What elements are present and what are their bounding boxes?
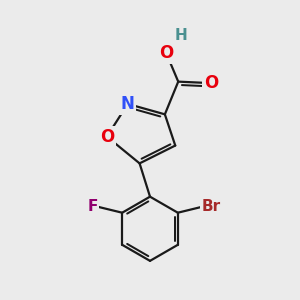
Text: N: N xyxy=(121,95,135,113)
Text: O: O xyxy=(204,74,218,92)
Text: Br: Br xyxy=(202,199,221,214)
Text: O: O xyxy=(159,44,173,62)
Text: F: F xyxy=(87,199,98,214)
Text: O: O xyxy=(100,128,114,146)
Text: H: H xyxy=(175,28,188,43)
